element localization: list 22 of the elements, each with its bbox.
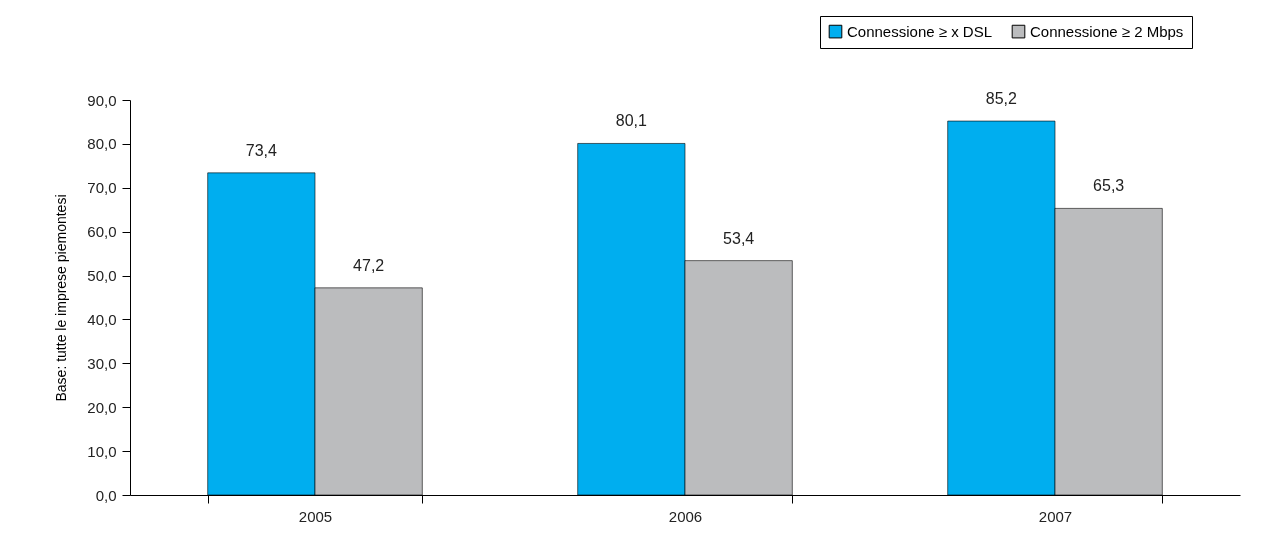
data-label: 85,2 (985, 90, 1018, 108)
data-label: 47,2 (353, 256, 385, 274)
y-tick-label: 90,0 (87, 91, 117, 109)
legend-label: Connessione ≥ x DSL (847, 22, 992, 40)
data-label: 80,1 (615, 112, 648, 130)
y-tick-label: 20,0 (87, 398, 117, 416)
y-tick-label: 60,0 (87, 223, 117, 241)
y-tick-label: 0,0 (95, 486, 117, 504)
data-label: 65,3 (1093, 177, 1125, 195)
data-label: 73,4 (245, 141, 278, 159)
y-axis-title: Base: tutte le imprese piemontesi (53, 194, 70, 402)
y-tick-label: 80,0 (87, 135, 117, 153)
x-tick-label: 2005 (298, 507, 333, 525)
y-tick-label: 50,0 (87, 267, 117, 285)
y-tick-label: 70,0 (87, 179, 117, 197)
legend-label: Connessione ≥ 2 Mbps (1030, 22, 1184, 40)
x-tick-label: 2007 (1038, 507, 1073, 525)
x-tick-label: 2006 (668, 507, 703, 525)
data-label: 53,4 (723, 229, 755, 247)
y-tick-label: 40,0 (87, 310, 117, 328)
y-tick-label: 30,0 (87, 354, 117, 372)
y-tick-label: 10,0 (87, 442, 117, 460)
